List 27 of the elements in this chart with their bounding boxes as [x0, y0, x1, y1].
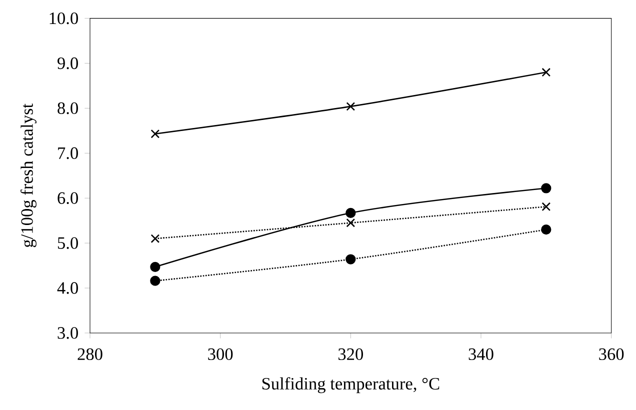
point [346, 218, 356, 228]
point [150, 129, 160, 138]
point [542, 202, 551, 212]
y-tick-label: 9.0 [58, 57, 78, 70]
y-tick-label: 5.0 [58, 237, 78, 249]
point [150, 234, 160, 244]
point [346, 254, 356, 264]
x-tick-label: 360 [599, 348, 624, 360]
y-tick-label: 8.0 [58, 102, 78, 114]
x-tick-label: 280 [78, 348, 102, 360]
y-tick-label: 4.0 [57, 282, 78, 294]
y-tick-label: 10.0 [50, 12, 78, 24]
x-tick-label: 320 [338, 348, 363, 360]
point [541, 224, 552, 235]
point [346, 102, 356, 111]
x-axis-title: Sulfiding temperature, °C [262, 377, 440, 394]
y-tick-label: 3.0 [58, 327, 78, 339]
point [346, 208, 356, 218]
y-tick-label: 7.0 [58, 147, 78, 160]
point [150, 262, 160, 272]
x-tick-label: 300 [208, 348, 233, 360]
y-axis-title: g/100g fresh catalyst [20, 104, 36, 248]
y-tick-label: 6.0 [58, 192, 78, 204]
point [150, 276, 160, 286]
point [542, 68, 551, 77]
x-tick-label: 340 [468, 348, 494, 360]
point [541, 183, 552, 194]
